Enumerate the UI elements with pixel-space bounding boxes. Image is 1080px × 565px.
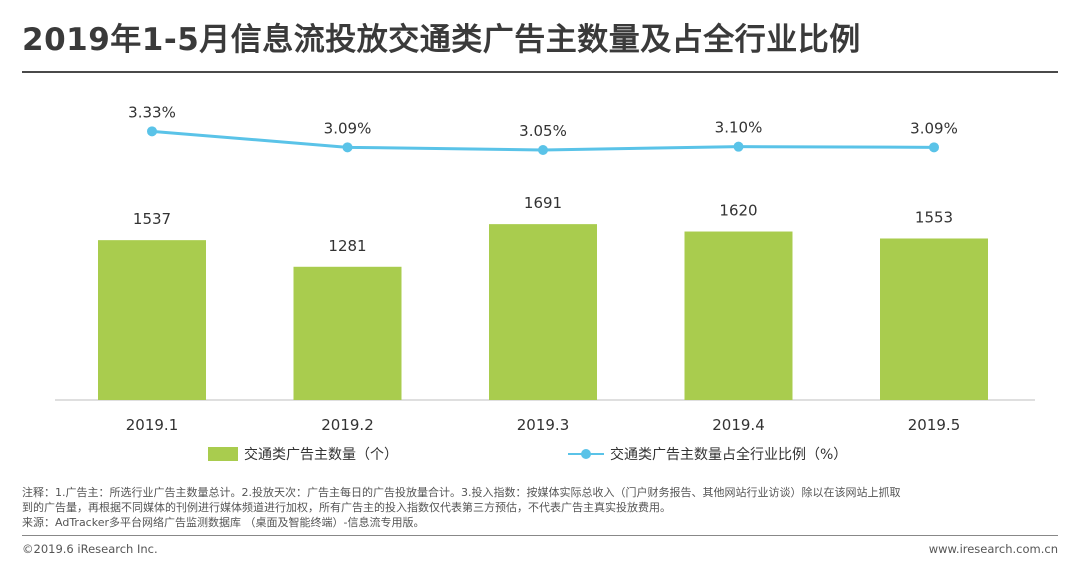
ratio-point (342, 142, 353, 153)
x-tick-label: 2019.2 (321, 416, 374, 434)
x-tick-label: 2019.1 (126, 416, 179, 434)
x-tick-label: 2019.3 (517, 416, 570, 434)
ratio-value-label: 3.10% (715, 119, 763, 137)
note-source: 来源：AdTracker多平台网络广告监测数据库 （桌面及智能终端）-信息流专用… (22, 516, 425, 529)
ratio-value-label: 3.05% (519, 122, 567, 140)
bar-value-label: 1691 (524, 194, 562, 212)
bar-2019.3 (489, 224, 597, 400)
bar-value-label: 1553 (915, 208, 953, 226)
bar-value-label: 1281 (328, 237, 366, 255)
ratio-point (147, 126, 157, 137)
footer-divider (22, 535, 1058, 536)
x-tick-label: 2019.4 (712, 416, 765, 434)
ratio-point (538, 145, 548, 155)
bar-value-label: 1620 (719, 202, 757, 220)
page-title: 2019年1-5月信息流投放交通类广告主数量及占全行业比例 (22, 22, 861, 58)
legend-bar-label: 交通类广告主数量（个） (244, 447, 398, 463)
chart: 1537 1281 1691 1620 1553 3.33% 3.09% 3.05% 3.10… (55, 103, 1035, 434)
bar-2019.1 (98, 240, 206, 400)
legend-line-series: 交通类广告主数量占全行业比例（%） (568, 444, 847, 464)
note-line-1: 注释：1.广告主：所选行业广告主数量总计。2.投放天次：广告主每日的广告投放量合… (22, 486, 901, 499)
ratio-point (929, 142, 939, 153)
footnotes: 注释：1.广告主：所选行业广告主数量总计。2.投放天次：广告主每日的广告投放量合… (22, 485, 1062, 530)
ratio-value-label: 3.09% (910, 119, 958, 137)
note-line-2: 到的广告量，再根据不同媒体的刊例进行媒体频道进行加权，所有广告主的投入指数仅代表… (22, 501, 671, 514)
ratio-point (733, 141, 744, 152)
bar-value-label: 1537 (133, 210, 171, 228)
title-divider (22, 71, 1058, 73)
ratio-value-label: 3.09% (324, 119, 372, 137)
legend-bar-swatch (208, 447, 238, 461)
bar-2019.5 (880, 238, 988, 400)
bar-2019.2 (293, 266, 402, 400)
legend-line-label: 交通类广告主数量占全行业比例（%） (610, 447, 848, 463)
x-tick-label: 2019.5 (908, 416, 961, 434)
bar-2019.4 (684, 231, 793, 400)
website-link[interactable]: www.iresearch.com.cn (928, 542, 1058, 556)
legend-bar-series: 交通类广告主数量（个） (208, 444, 398, 464)
ratio-value-label: 3.33% (128, 103, 176, 121)
legend-line-swatch (568, 447, 604, 461)
copyright: ©2019.6 iResearch Inc. (22, 542, 158, 556)
